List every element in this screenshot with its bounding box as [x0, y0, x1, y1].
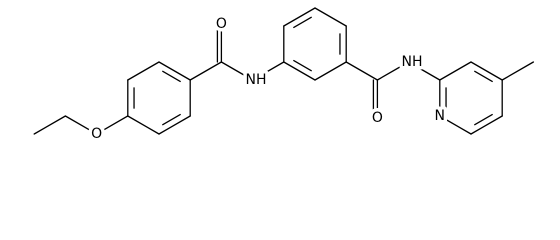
bond: [439, 61, 472, 81]
molecule-diagram: O O NH O NH N: [33, 7, 535, 142]
bond: [162, 70, 181, 83]
amide-nh-left: NH: [246, 72, 267, 88]
bonds: [33, 7, 535, 135]
bond: [407, 61, 441, 81]
bond: [470, 115, 503, 135]
bond: [158, 115, 191, 135]
pyridine-nitrogen: N: [435, 108, 445, 124]
bond: [314, 61, 347, 81]
bond: [470, 61, 503, 81]
bond: [64, 115, 98, 135]
bond: [33, 115, 67, 135]
bond: [439, 115, 472, 135]
bond: [501, 61, 535, 81]
bond: [345, 61, 379, 81]
bond: [158, 61, 191, 81]
bond: [95, 115, 129, 135]
bond: [293, 59, 312, 72]
amide-nh-right: NH: [402, 54, 423, 70]
bond: [376, 61, 410, 81]
carbonyl-oxygen-left: O: [216, 16, 227, 32]
bond: [314, 7, 347, 27]
bond: [283, 7, 316, 27]
bond: [474, 113, 493, 126]
bond: [162, 113, 181, 126]
bond: [251, 61, 285, 81]
bond: [474, 70, 493, 83]
bond: [283, 61, 316, 81]
bond: [293, 16, 312, 29]
bond: [127, 61, 160, 81]
bond: [127, 115, 160, 135]
bond: [189, 61, 223, 81]
carbonyl-oxygen-right: O: [372, 110, 383, 126]
ether-oxygen: O: [91, 126, 102, 142]
bond: [220, 61, 254, 81]
